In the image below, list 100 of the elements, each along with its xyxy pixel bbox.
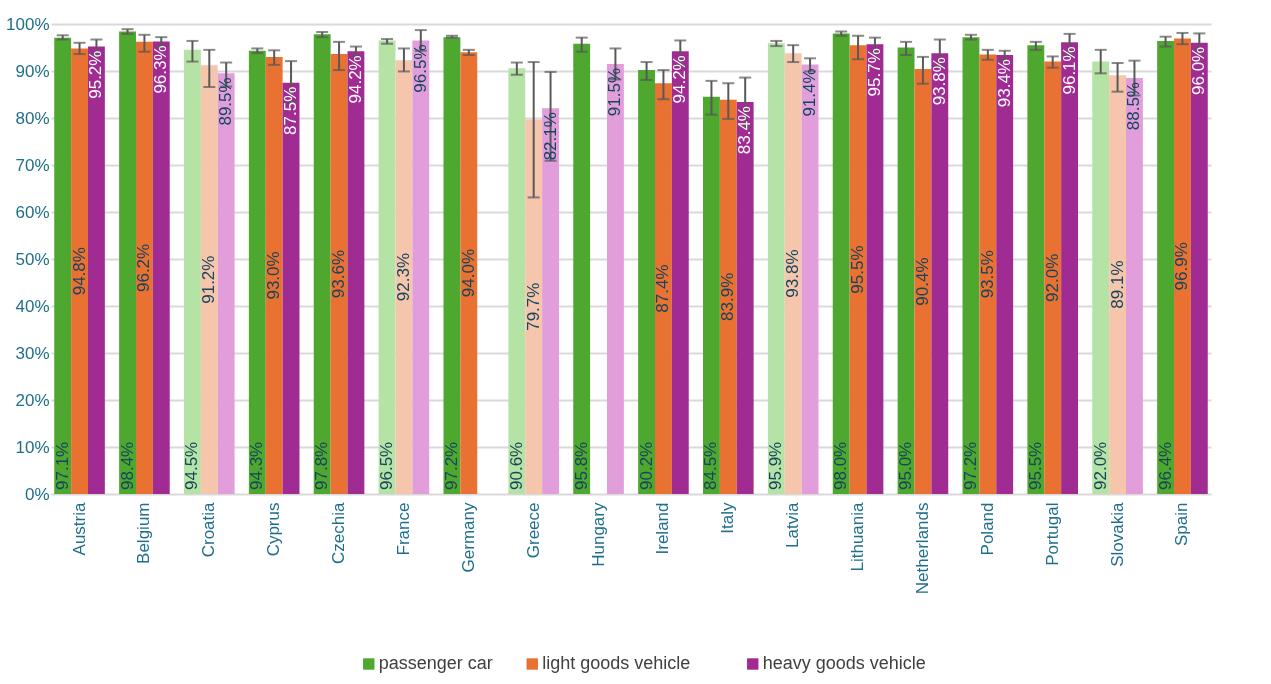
bar bbox=[897, 47, 915, 494]
bar bbox=[573, 43, 591, 494]
bar bbox=[703, 96, 720, 494]
data-label: 93.4% bbox=[994, 59, 1014, 108]
bar bbox=[184, 49, 201, 494]
data-label: 93.6% bbox=[329, 249, 349, 299]
data-label: 96.9% bbox=[1172, 242, 1192, 291]
x-tick-label: Slovakia bbox=[1107, 501, 1127, 567]
data-label: 93.0% bbox=[264, 251, 284, 300]
data-label: 98.4% bbox=[117, 441, 137, 490]
data-label: 89.1% bbox=[1107, 260, 1127, 309]
y-tick-label: 10% bbox=[15, 437, 50, 457]
y-tick-label: 70% bbox=[15, 155, 50, 175]
bar bbox=[979, 54, 997, 494]
legend-label: passenger car bbox=[378, 653, 493, 673]
bar bbox=[607, 63, 624, 494]
bar bbox=[1190, 42, 1208, 494]
data-label: 96.5% bbox=[410, 44, 430, 93]
bar bbox=[1126, 78, 1143, 494]
x-tick-label: Greece bbox=[523, 502, 543, 559]
x-tick-label: Croatia bbox=[199, 501, 219, 558]
data-label: 95.5% bbox=[848, 245, 868, 294]
data-label: 94.2% bbox=[345, 55, 365, 104]
x-tick-label: Belgium bbox=[134, 502, 154, 564]
data-label: 98.0% bbox=[831, 441, 851, 490]
bar bbox=[784, 53, 802, 494]
data-label: 87.5% bbox=[281, 86, 301, 135]
x-tick-label: Netherlands bbox=[912, 502, 932, 595]
y-tick-label: 30% bbox=[15, 343, 50, 363]
data-label: 88.5% bbox=[1124, 82, 1144, 131]
x-tick-label: Germany bbox=[458, 502, 478, 573]
data-label: 96.5% bbox=[377, 441, 397, 490]
data-label: 97.1% bbox=[52, 441, 72, 490]
data-label: 90.6% bbox=[506, 441, 526, 490]
data-label: 96.1% bbox=[1059, 46, 1079, 95]
data-label: 79.7% bbox=[523, 282, 543, 331]
bar bbox=[412, 40, 430, 494]
bar bbox=[719, 99, 737, 494]
data-label: 93.8% bbox=[783, 249, 803, 298]
data-label: 96.3% bbox=[151, 45, 171, 94]
bar bbox=[931, 53, 949, 494]
x-tick-label: France bbox=[393, 502, 413, 556]
bar bbox=[1109, 75, 1127, 494]
bar bbox=[542, 108, 559, 494]
data-label: 90.2% bbox=[636, 441, 656, 490]
x-tick-label: Austria bbox=[69, 501, 89, 556]
data-label: 94.0% bbox=[458, 249, 478, 298]
bar bbox=[914, 69, 932, 494]
data-label: 83.9% bbox=[718, 272, 738, 321]
bar bbox=[671, 51, 689, 494]
data-label: 92.0% bbox=[1090, 441, 1110, 490]
bar bbox=[736, 102, 754, 494]
legend-label: light goods vehicle bbox=[542, 653, 691, 673]
x-tick-label: Ireland bbox=[653, 502, 673, 555]
bar bbox=[1092, 61, 1110, 494]
data-label: 95.7% bbox=[864, 48, 884, 97]
bar bbox=[866, 44, 884, 494]
x-tick-label: Cyprus bbox=[264, 502, 284, 557]
data-label: 92.3% bbox=[393, 252, 413, 302]
data-label: 94.5% bbox=[182, 441, 202, 490]
bar bbox=[330, 54, 348, 494]
x-tick-label: Lithuania bbox=[848, 501, 868, 572]
data-label: 94.3% bbox=[247, 441, 267, 490]
y-tick-label: 100% bbox=[6, 14, 50, 34]
bar bbox=[87, 46, 105, 494]
data-label: 84.5% bbox=[701, 441, 721, 490]
data-label: 95.0% bbox=[896, 441, 916, 490]
x-tick-label: Hungary bbox=[588, 502, 608, 567]
data-label: 94.8% bbox=[69, 247, 89, 296]
y-tick-label: 60% bbox=[15, 202, 50, 222]
y-tick-label: 20% bbox=[15, 390, 50, 410]
data-label: 96.0% bbox=[1189, 46, 1209, 95]
y-tick-label: 40% bbox=[15, 296, 50, 316]
bar bbox=[265, 56, 283, 494]
bar bbox=[1044, 61, 1062, 494]
data-label: 95.2% bbox=[86, 50, 106, 99]
data-label: 95.8% bbox=[571, 441, 591, 490]
data-label: 93.5% bbox=[977, 250, 997, 299]
bar bbox=[655, 83, 672, 494]
bar bbox=[217, 73, 235, 494]
bar bbox=[200, 65, 218, 494]
data-label: 82.1% bbox=[540, 112, 560, 161]
bar bbox=[508, 68, 526, 494]
y-tick-label: 0% bbox=[24, 484, 50, 504]
bar bbox=[1174, 38, 1191, 494]
bar bbox=[525, 119, 543, 494]
bar bbox=[1061, 42, 1078, 494]
bar bbox=[135, 41, 153, 494]
y-tick-label: 80% bbox=[15, 108, 50, 128]
bar bbox=[347, 51, 365, 494]
data-label: 97.2% bbox=[960, 441, 980, 490]
bar bbox=[849, 45, 867, 494]
data-label: 96.4% bbox=[1155, 441, 1175, 490]
y-tick-label: 90% bbox=[15, 61, 50, 81]
bar bbox=[443, 37, 461, 494]
data-label: 94.2% bbox=[670, 55, 690, 104]
data-label: 92.0% bbox=[1042, 253, 1062, 302]
x-tick-label: Portugal bbox=[1042, 502, 1062, 566]
x-tick-label: Spain bbox=[1172, 502, 1192, 546]
x-tick-label: Latvia bbox=[783, 501, 803, 548]
